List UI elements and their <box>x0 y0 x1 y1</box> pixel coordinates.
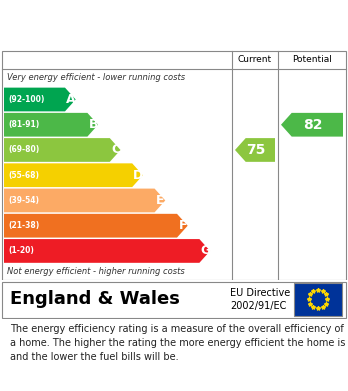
Text: D: D <box>133 169 143 182</box>
Polygon shape <box>4 138 120 162</box>
Text: (21-38): (21-38) <box>8 221 39 230</box>
Polygon shape <box>281 113 343 136</box>
Text: A: A <box>66 93 76 106</box>
Text: The energy efficiency rating is a measure of the overall efficiency of a home. T: The energy efficiency rating is a measur… <box>10 325 346 362</box>
Text: (1-20): (1-20) <box>8 246 34 255</box>
Text: E: E <box>156 194 165 207</box>
Text: Energy Efficiency Rating: Energy Efficiency Rating <box>10 17 220 32</box>
Polygon shape <box>4 113 98 136</box>
Text: Very energy efficient - lower running costs: Very energy efficient - lower running co… <box>7 74 185 83</box>
Text: England & Wales: England & Wales <box>10 290 180 308</box>
Polygon shape <box>4 214 188 238</box>
Text: 82: 82 <box>303 118 323 132</box>
Polygon shape <box>4 188 165 212</box>
Text: (92-100): (92-100) <box>8 95 45 104</box>
Text: C: C <box>111 143 120 156</box>
Polygon shape <box>4 239 210 263</box>
Text: F: F <box>179 219 187 232</box>
Text: (69-80): (69-80) <box>8 145 39 154</box>
Text: Potential: Potential <box>292 56 332 65</box>
Text: (39-54): (39-54) <box>8 196 39 205</box>
Polygon shape <box>4 88 76 111</box>
Bar <box>294 283 342 316</box>
Text: Not energy efficient - higher running costs: Not energy efficient - higher running co… <box>7 267 185 276</box>
Text: (55-68): (55-68) <box>8 171 39 180</box>
Text: Current: Current <box>238 56 272 65</box>
Text: (81-91): (81-91) <box>8 120 39 129</box>
Text: 75: 75 <box>246 143 266 157</box>
Text: G: G <box>200 244 211 257</box>
Polygon shape <box>4 163 143 187</box>
Polygon shape <box>235 138 275 162</box>
Text: EU Directive
2002/91/EC: EU Directive 2002/91/EC <box>230 287 290 311</box>
Text: B: B <box>88 118 98 131</box>
